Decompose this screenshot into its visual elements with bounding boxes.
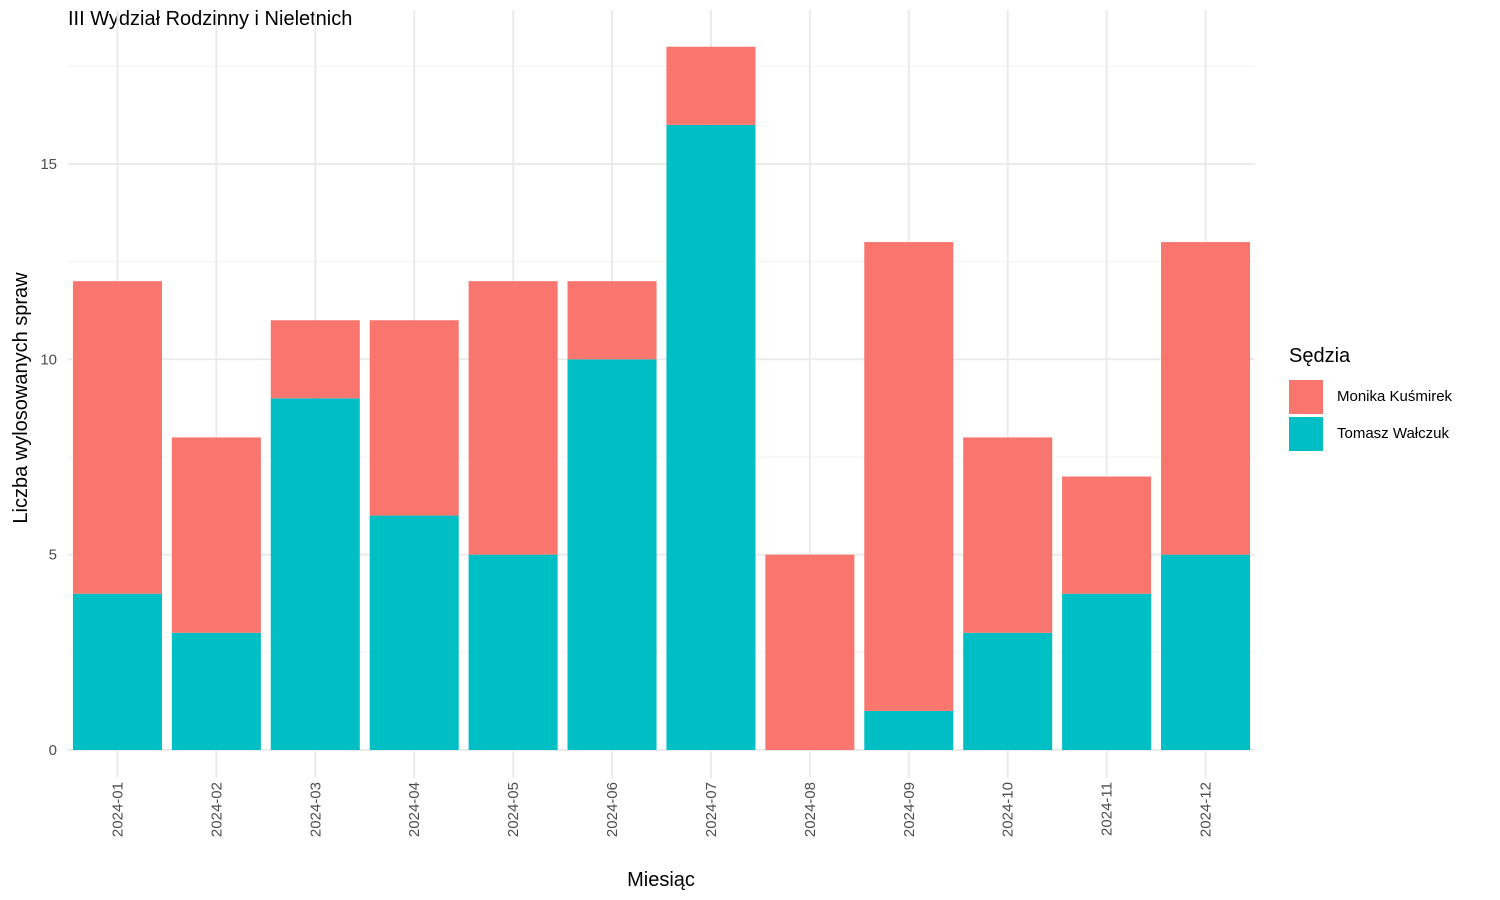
bar-2024-05-monika <box>468 281 558 555</box>
legend-label-monika: Monika Kuśmirek <box>1337 388 1453 405</box>
bar-2024-09-tomasz <box>864 710 954 750</box>
y-tick-label: 0 <box>49 742 57 759</box>
legend-key-monika <box>1289 379 1323 414</box>
bar-2024-08-monika <box>765 554 855 750</box>
x-tick-label: 2024-02 <box>208 782 225 837</box>
bar-2024-11-monika <box>1062 476 1152 594</box>
bar-2024-04-monika <box>369 320 459 516</box>
bar-2024-09-monika <box>864 242 954 711</box>
x-axis-ticks: 2024-01 2024-02 2024-03 2024-04 2024-05 2024-… <box>109 782 1214 837</box>
bar-2024-03-monika <box>270 320 360 399</box>
y-tick-label: 15 <box>40 156 57 173</box>
legend-item-tomasz: Tomasz Wałczuk <box>1289 415 1452 452</box>
bar-2024-12-tomasz <box>1161 554 1251 750</box>
x-tick-label: 2024-06 <box>604 782 621 837</box>
bar-2024-03-tomasz <box>270 398 360 750</box>
chart-title: III Wydział Rodzinny i Nieletnich <box>68 8 353 30</box>
x-tick-label: 2024-05 <box>505 782 522 837</box>
x-tick-label: 2024-04 <box>406 782 423 837</box>
x-tick-label: 2024-11 <box>1099 782 1116 836</box>
bar-2024-07-tomasz <box>666 124 756 750</box>
legend-item-monika: Monika Kuśmirek <box>1289 378 1452 415</box>
y-tick-label: 5 <box>49 547 57 564</box>
bar-2024-01-tomasz <box>72 593 162 750</box>
bar-2024-10-monika <box>963 437 1053 633</box>
bar-2024-07-monika <box>666 46 756 125</box>
bar-2024-04-tomasz <box>369 515 459 750</box>
legend: Sędzia Monika Kuśmirek Tomasz Wałczuk <box>1289 345 1452 452</box>
bar-2024-06-tomasz <box>567 359 657 750</box>
legend-label-tomasz: Tomasz Wałczuk <box>1337 425 1449 442</box>
bar-2024-06-monika <box>567 281 657 360</box>
bar-2024-02-monika <box>171 437 261 633</box>
legend-title: Sędzia <box>1289 345 1351 367</box>
y-axis-title: Liczba wylosowanych spraw <box>10 272 32 524</box>
x-tick-label: 2024-08 <box>802 782 819 837</box>
x-tick-label: 2024-07 <box>703 782 720 837</box>
bar-2024-11-tomasz <box>1062 593 1152 750</box>
bar-2024-05-tomasz <box>468 554 558 750</box>
x-tick-label: 2024-03 <box>307 782 324 837</box>
y-tick-label: 10 <box>40 351 57 368</box>
bars <box>72 46 1251 750</box>
x-tick-label: 2024-10 <box>1000 782 1017 837</box>
bar-2024-12-monika <box>1161 242 1251 555</box>
bar-2024-10-tomasz <box>963 632 1053 750</box>
x-axis-title: Miesiąc <box>627 869 695 891</box>
x-tick-label: 2024-09 <box>901 782 918 837</box>
x-tick-label: 2024-01 <box>109 782 126 837</box>
bar-2024-02-tomasz <box>171 632 261 750</box>
legend-key-tomasz <box>1289 416 1323 451</box>
bar-2024-01-monika <box>72 281 162 594</box>
x-tick-label: 2024-12 <box>1198 782 1215 837</box>
y-axis-ticks: 0 5 10 15 <box>40 156 57 759</box>
